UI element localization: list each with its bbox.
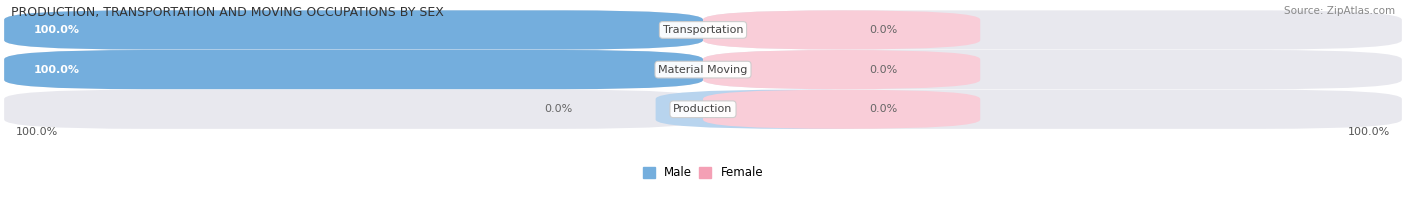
FancyBboxPatch shape bbox=[703, 10, 1402, 49]
Text: PRODUCTION, TRANSPORTATION AND MOVING OCCUPATIONS BY SEX: PRODUCTION, TRANSPORTATION AND MOVING OC… bbox=[11, 6, 444, 19]
FancyBboxPatch shape bbox=[4, 10, 703, 49]
FancyBboxPatch shape bbox=[703, 90, 980, 129]
FancyBboxPatch shape bbox=[703, 90, 1402, 129]
Text: Material Moving: Material Moving bbox=[658, 65, 748, 75]
FancyBboxPatch shape bbox=[4, 50, 703, 89]
Text: 0.0%: 0.0% bbox=[544, 104, 572, 114]
FancyBboxPatch shape bbox=[703, 50, 980, 89]
FancyBboxPatch shape bbox=[703, 50, 1402, 89]
Text: 0.0%: 0.0% bbox=[869, 65, 897, 75]
Text: Source: ZipAtlas.com: Source: ZipAtlas.com bbox=[1284, 6, 1395, 16]
Text: Production: Production bbox=[673, 104, 733, 114]
Text: 100.0%: 100.0% bbox=[34, 65, 80, 75]
FancyBboxPatch shape bbox=[4, 50, 703, 89]
Text: 0.0%: 0.0% bbox=[869, 25, 897, 35]
FancyBboxPatch shape bbox=[4, 90, 703, 129]
FancyBboxPatch shape bbox=[655, 90, 932, 129]
Text: 100.0%: 100.0% bbox=[15, 127, 58, 137]
Text: 0.0%: 0.0% bbox=[869, 104, 897, 114]
Text: Transportation: Transportation bbox=[662, 25, 744, 35]
Legend: Male, Female: Male, Female bbox=[638, 162, 768, 184]
FancyBboxPatch shape bbox=[703, 10, 980, 49]
Text: 100.0%: 100.0% bbox=[1348, 127, 1391, 137]
Text: 100.0%: 100.0% bbox=[34, 25, 80, 35]
FancyBboxPatch shape bbox=[4, 10, 703, 49]
